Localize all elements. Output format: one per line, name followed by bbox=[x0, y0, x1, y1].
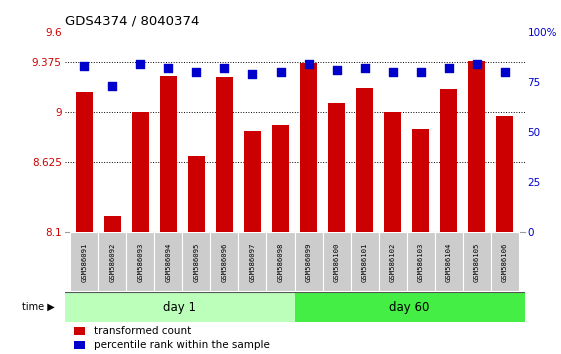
Bar bbox=[154, 233, 182, 291]
Text: GSM586097: GSM586097 bbox=[250, 242, 255, 282]
Bar bbox=[266, 233, 295, 291]
Text: GSM586106: GSM586106 bbox=[502, 242, 508, 282]
Bar bbox=[272, 125, 289, 232]
Text: percentile rank within the sample: percentile rank within the sample bbox=[94, 340, 270, 350]
Bar bbox=[468, 61, 485, 232]
Bar bbox=[463, 233, 491, 291]
Text: GSM586099: GSM586099 bbox=[306, 242, 311, 282]
Text: GSM586101: GSM586101 bbox=[362, 242, 367, 282]
Bar bbox=[98, 233, 126, 291]
Bar bbox=[73, 341, 85, 349]
Point bbox=[248, 71, 257, 77]
Bar bbox=[356, 88, 373, 232]
Bar bbox=[73, 327, 85, 335]
Text: GSM586092: GSM586092 bbox=[109, 242, 115, 282]
Point bbox=[500, 69, 509, 75]
Bar bbox=[65, 292, 295, 322]
Bar bbox=[182, 233, 210, 291]
Point bbox=[220, 65, 229, 71]
Bar bbox=[76, 92, 93, 232]
Bar bbox=[412, 129, 429, 232]
Point bbox=[136, 61, 145, 67]
Point bbox=[360, 65, 369, 71]
Text: GSM586098: GSM586098 bbox=[278, 242, 283, 282]
Bar bbox=[70, 233, 98, 291]
Text: GSM586095: GSM586095 bbox=[194, 242, 199, 282]
Text: day 60: day 60 bbox=[389, 301, 430, 314]
Text: GSM586104: GSM586104 bbox=[446, 242, 452, 282]
Bar bbox=[216, 77, 233, 232]
Bar bbox=[407, 233, 435, 291]
Point bbox=[276, 69, 285, 75]
Point bbox=[444, 65, 453, 71]
Text: GSM586105: GSM586105 bbox=[474, 242, 480, 282]
Point bbox=[164, 65, 173, 71]
Bar bbox=[496, 116, 513, 232]
Bar bbox=[323, 233, 351, 291]
Bar bbox=[295, 233, 323, 291]
Text: GSM586091: GSM586091 bbox=[81, 242, 87, 282]
Text: GSM586102: GSM586102 bbox=[390, 242, 396, 282]
Point bbox=[388, 69, 397, 75]
Bar bbox=[104, 216, 121, 232]
Bar bbox=[132, 112, 149, 232]
Text: day 1: day 1 bbox=[163, 301, 196, 314]
Bar bbox=[295, 292, 525, 322]
Bar bbox=[328, 103, 345, 232]
Text: GSM586100: GSM586100 bbox=[334, 242, 339, 282]
Bar bbox=[126, 233, 154, 291]
Bar bbox=[491, 233, 519, 291]
Bar bbox=[379, 233, 407, 291]
Bar bbox=[160, 76, 177, 232]
Point bbox=[108, 83, 117, 89]
Text: GSM586103: GSM586103 bbox=[418, 242, 424, 282]
Text: GDS4374 / 8040374: GDS4374 / 8040374 bbox=[65, 15, 199, 28]
Point bbox=[192, 69, 201, 75]
Text: GSM586094: GSM586094 bbox=[165, 242, 171, 282]
Bar bbox=[384, 112, 401, 232]
Point bbox=[416, 69, 425, 75]
Bar bbox=[238, 233, 266, 291]
Point bbox=[332, 67, 341, 73]
Bar bbox=[188, 156, 205, 232]
Point bbox=[472, 61, 481, 67]
Bar bbox=[440, 89, 457, 232]
Bar bbox=[435, 233, 463, 291]
Point bbox=[80, 63, 89, 69]
Text: time ▶: time ▶ bbox=[22, 302, 55, 312]
Text: GSM586093: GSM586093 bbox=[137, 242, 143, 282]
Bar bbox=[351, 233, 379, 291]
Point bbox=[304, 61, 313, 67]
Bar bbox=[244, 131, 261, 232]
Bar bbox=[210, 233, 238, 291]
Text: transformed count: transformed count bbox=[94, 326, 192, 336]
Bar bbox=[300, 63, 317, 232]
Text: GSM586096: GSM586096 bbox=[222, 242, 227, 282]
